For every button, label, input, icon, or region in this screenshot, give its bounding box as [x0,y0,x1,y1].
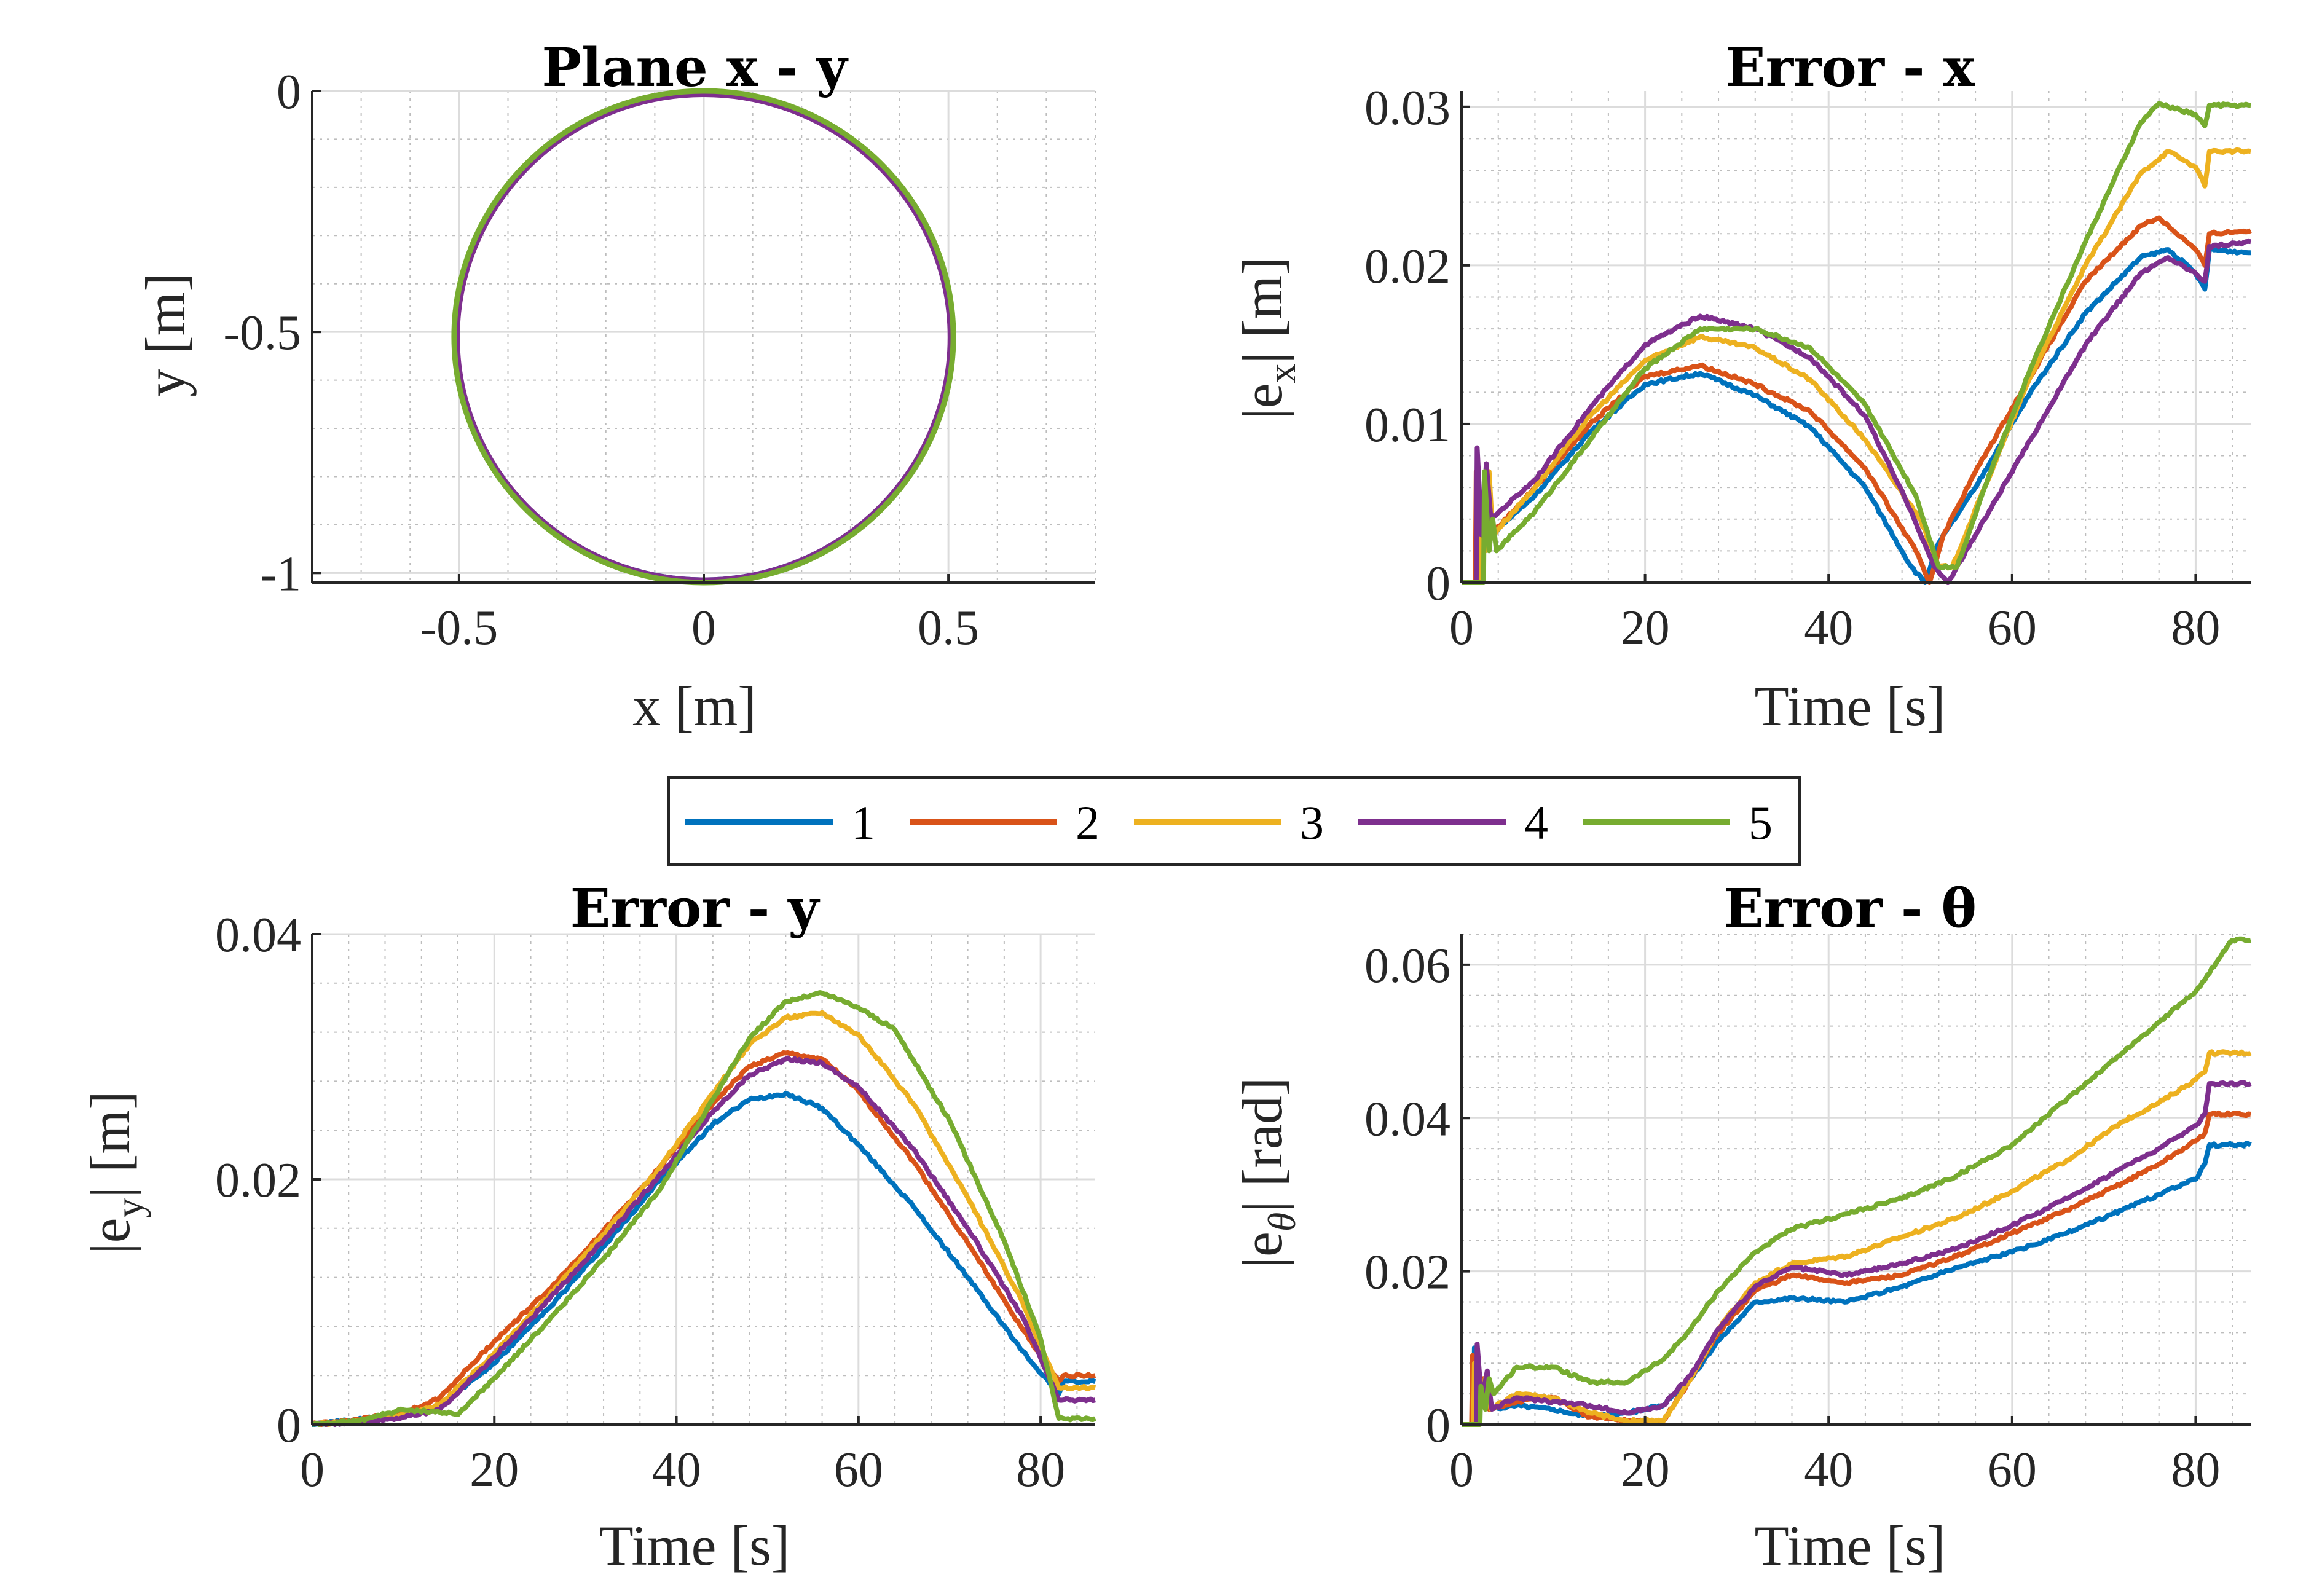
plot-error-x: 0 20 40 60 80 0 0.01 0.02 0.03 Error - x Time [s… [1231,37,2252,737]
plot-title: Error - y [570,878,821,940]
y-tick-label: 0.02 [1364,240,1450,294]
x-tick-label: 0 [1449,601,1474,655]
plot-title: Error - x [1725,37,1975,99]
y-label-subscript: y [108,1198,151,1218]
y-tick-label: 0.02 [1364,1246,1450,1300]
x-tick-label: 20 [1621,601,1670,655]
x-tick-label: 80 [2171,1443,2220,1497]
plot-title: Error - θ [1723,878,1977,940]
series-3-line [311,1010,1096,1427]
series-3-line [1461,1049,2252,1427]
x-tick-label: 80 [1016,1443,1065,1497]
y-tick-label: 0 [1426,557,1450,611]
series-4-line [311,1055,1096,1427]
x-tick-label: 40 [1804,1443,1853,1497]
x-tick-label: 0 [300,1443,325,1497]
plot-error-y: 0 20 40 60 80 0 0.02 0.04 Error - y Time [s] |e… [79,878,1096,1577]
x-tick-label: 80 [2171,601,2220,655]
x-tick-label: 40 [1804,601,1853,655]
y-tick-label: 0.06 [1364,939,1450,993]
plot-title: Plane x - y [541,37,849,99]
y-axis-label: |ey| [m] [79,1091,151,1254]
series-4-line [1462,238,2251,585]
legend-label-3: 3 [1300,796,1324,849]
series-3-line [1461,147,2251,585]
series-5-line [1461,101,2251,585]
legend: 1 2 3 4 5 [667,776,1801,866]
y-axis-label: |eθ| [rad] [1231,1077,1304,1268]
x-tick-label: 0 [691,601,716,655]
x-tick-label: 0.5 [918,601,979,655]
y-tick-label: 0.03 [1364,81,1450,135]
series-4-line [1462,1080,2252,1427]
legend-label-2: 2 [1076,796,1100,849]
series-2-line [1461,215,2252,585]
y-label-tail: | [rad] [1231,1077,1294,1213]
series-1-line [1461,246,2251,585]
y-label-subscript: x [1260,364,1304,383]
y-tick-label: 0 [277,1399,301,1453]
legend-label-5: 5 [1749,796,1773,849]
x-tick-label: 0 [1449,1443,1474,1497]
x-tick-label: 60 [1988,1443,2037,1497]
x-axis-label: Time [s] [1755,1514,1946,1577]
x-tick-label: -0.5 [420,601,498,655]
y-axis-label: |ex| [m] [1231,256,1304,420]
legend-label-4: 4 [1524,796,1548,849]
legend-label-1: 1 [851,796,875,849]
x-tick-label: 20 [470,1443,519,1497]
y-label-head: |e [1231,383,1294,420]
y-tick-label: 0 [277,65,301,119]
series-2-line [1462,1110,2251,1427]
y-label-head: |e [79,1218,141,1254]
y-label-subscript: θ [1260,1213,1304,1232]
y-tick-label: 0.04 [1364,1092,1450,1146]
y-tick-label: 0.02 [215,1154,301,1208]
x-tick-label: 20 [1621,1443,1670,1497]
y-label-tail: | [m] [1231,256,1294,363]
plot-error-theta: 0 20 40 60 80 0 0.02 0.04 0.06 Error - θ Time [s… [1231,878,2252,1577]
y-axis-label: y [m] [134,273,197,397]
y-tick-label: 0.01 [1364,398,1450,452]
plot-plane-xy: -0.5 0 0.5 0 -0.5 -1 Plane x - y x [m] y [m] [134,37,1096,737]
series-5-line [312,990,1096,1427]
x-tick-label: 60 [834,1443,883,1497]
y-tick-label: -0.5 [223,306,301,360]
x-axis-label: Time [s] [599,1514,790,1577]
y-tick-label: 0.04 [215,908,301,962]
y-label-tail: | [m] [79,1091,141,1198]
x-axis-label: Time [s] [1755,675,1946,737]
x-tick-label: 60 [1988,601,2037,655]
y-label-head: |e [1231,1232,1294,1268]
x-axis-label: x [m] [632,675,757,737]
x-tick-label: 40 [652,1443,701,1497]
series-5-line [1461,936,2252,1427]
y-tick-label: 0 [1426,1399,1450,1453]
y-tick-label: -1 [260,547,301,601]
